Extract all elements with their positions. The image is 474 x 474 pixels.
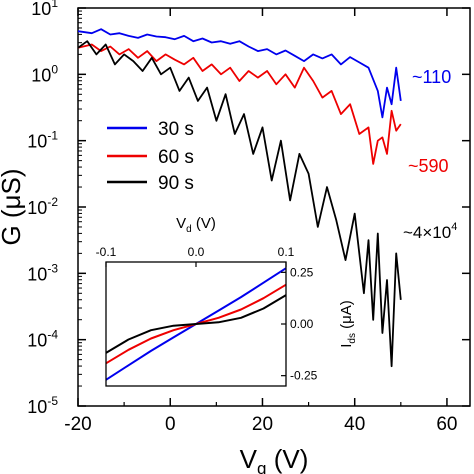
main-x-axis-label: Vg (V) [240,444,309,474]
inset-x-tick-label: 0.1 [278,245,295,259]
legend-label-90s: 90 s [158,173,194,194]
legend-label-30s: 30 s [158,119,194,140]
main-y-tick-label: 10-1 [27,129,58,152]
series-60s-line [77,43,402,165]
inset-series-black-line [105,294,287,354]
inset-y-tick-label: 0.00 [290,317,314,331]
inset-series-group [105,267,287,381]
legend: 30 s 60 s 90 s [107,119,194,194]
main-y-tick-label: 101 [31,0,58,19]
inset-x-tick-label: -0.1 [96,245,117,259]
main-series-group [77,28,402,368]
series-90s-line [77,40,402,368]
main-x-tick-label: 20 [252,414,273,435]
main-y-tick-label: 10-2 [27,195,58,218]
series-30s-line [77,28,402,119]
main-y-tick-label: 10-3 [27,261,58,284]
main-y-axis-label: G (μS) [0,168,26,245]
main-x-tick-label: -20 [64,414,91,435]
inset-y-axis-label: Ids (μA) [338,300,358,348]
inset-axis-ticks: -0.1 0.0 0.1 0.25 0.00 -0.25 [96,245,318,383]
annotation-red: ~590 [408,156,449,176]
main-axis-ticks: -20 0 20 40 60 101 100 10-1 10-2 10-3 10-4 10-5 [27,0,470,435]
inset-y-tick-label: 0.25 [290,265,314,279]
inset-y-tick-label: -0.25 [290,369,318,383]
main-x-tick-label: 0 [165,414,176,435]
main-y-tick-label: 10-5 [27,394,58,417]
annotation-black: ~4×104 [403,221,457,242]
legend-label-60s: 60 s [158,147,194,168]
main-y-tick-label: 10-4 [27,328,58,351]
inset-x-tick-label: 0.0 [188,245,205,259]
main-x-tick-label: 60 [436,414,457,435]
main-y-tick-label: 100 [31,62,58,85]
annotation-blue: ~110 [412,67,451,87]
inset-x-axis-label: Vd (V) [176,215,216,235]
main-x-tick-label: 40 [344,414,365,435]
